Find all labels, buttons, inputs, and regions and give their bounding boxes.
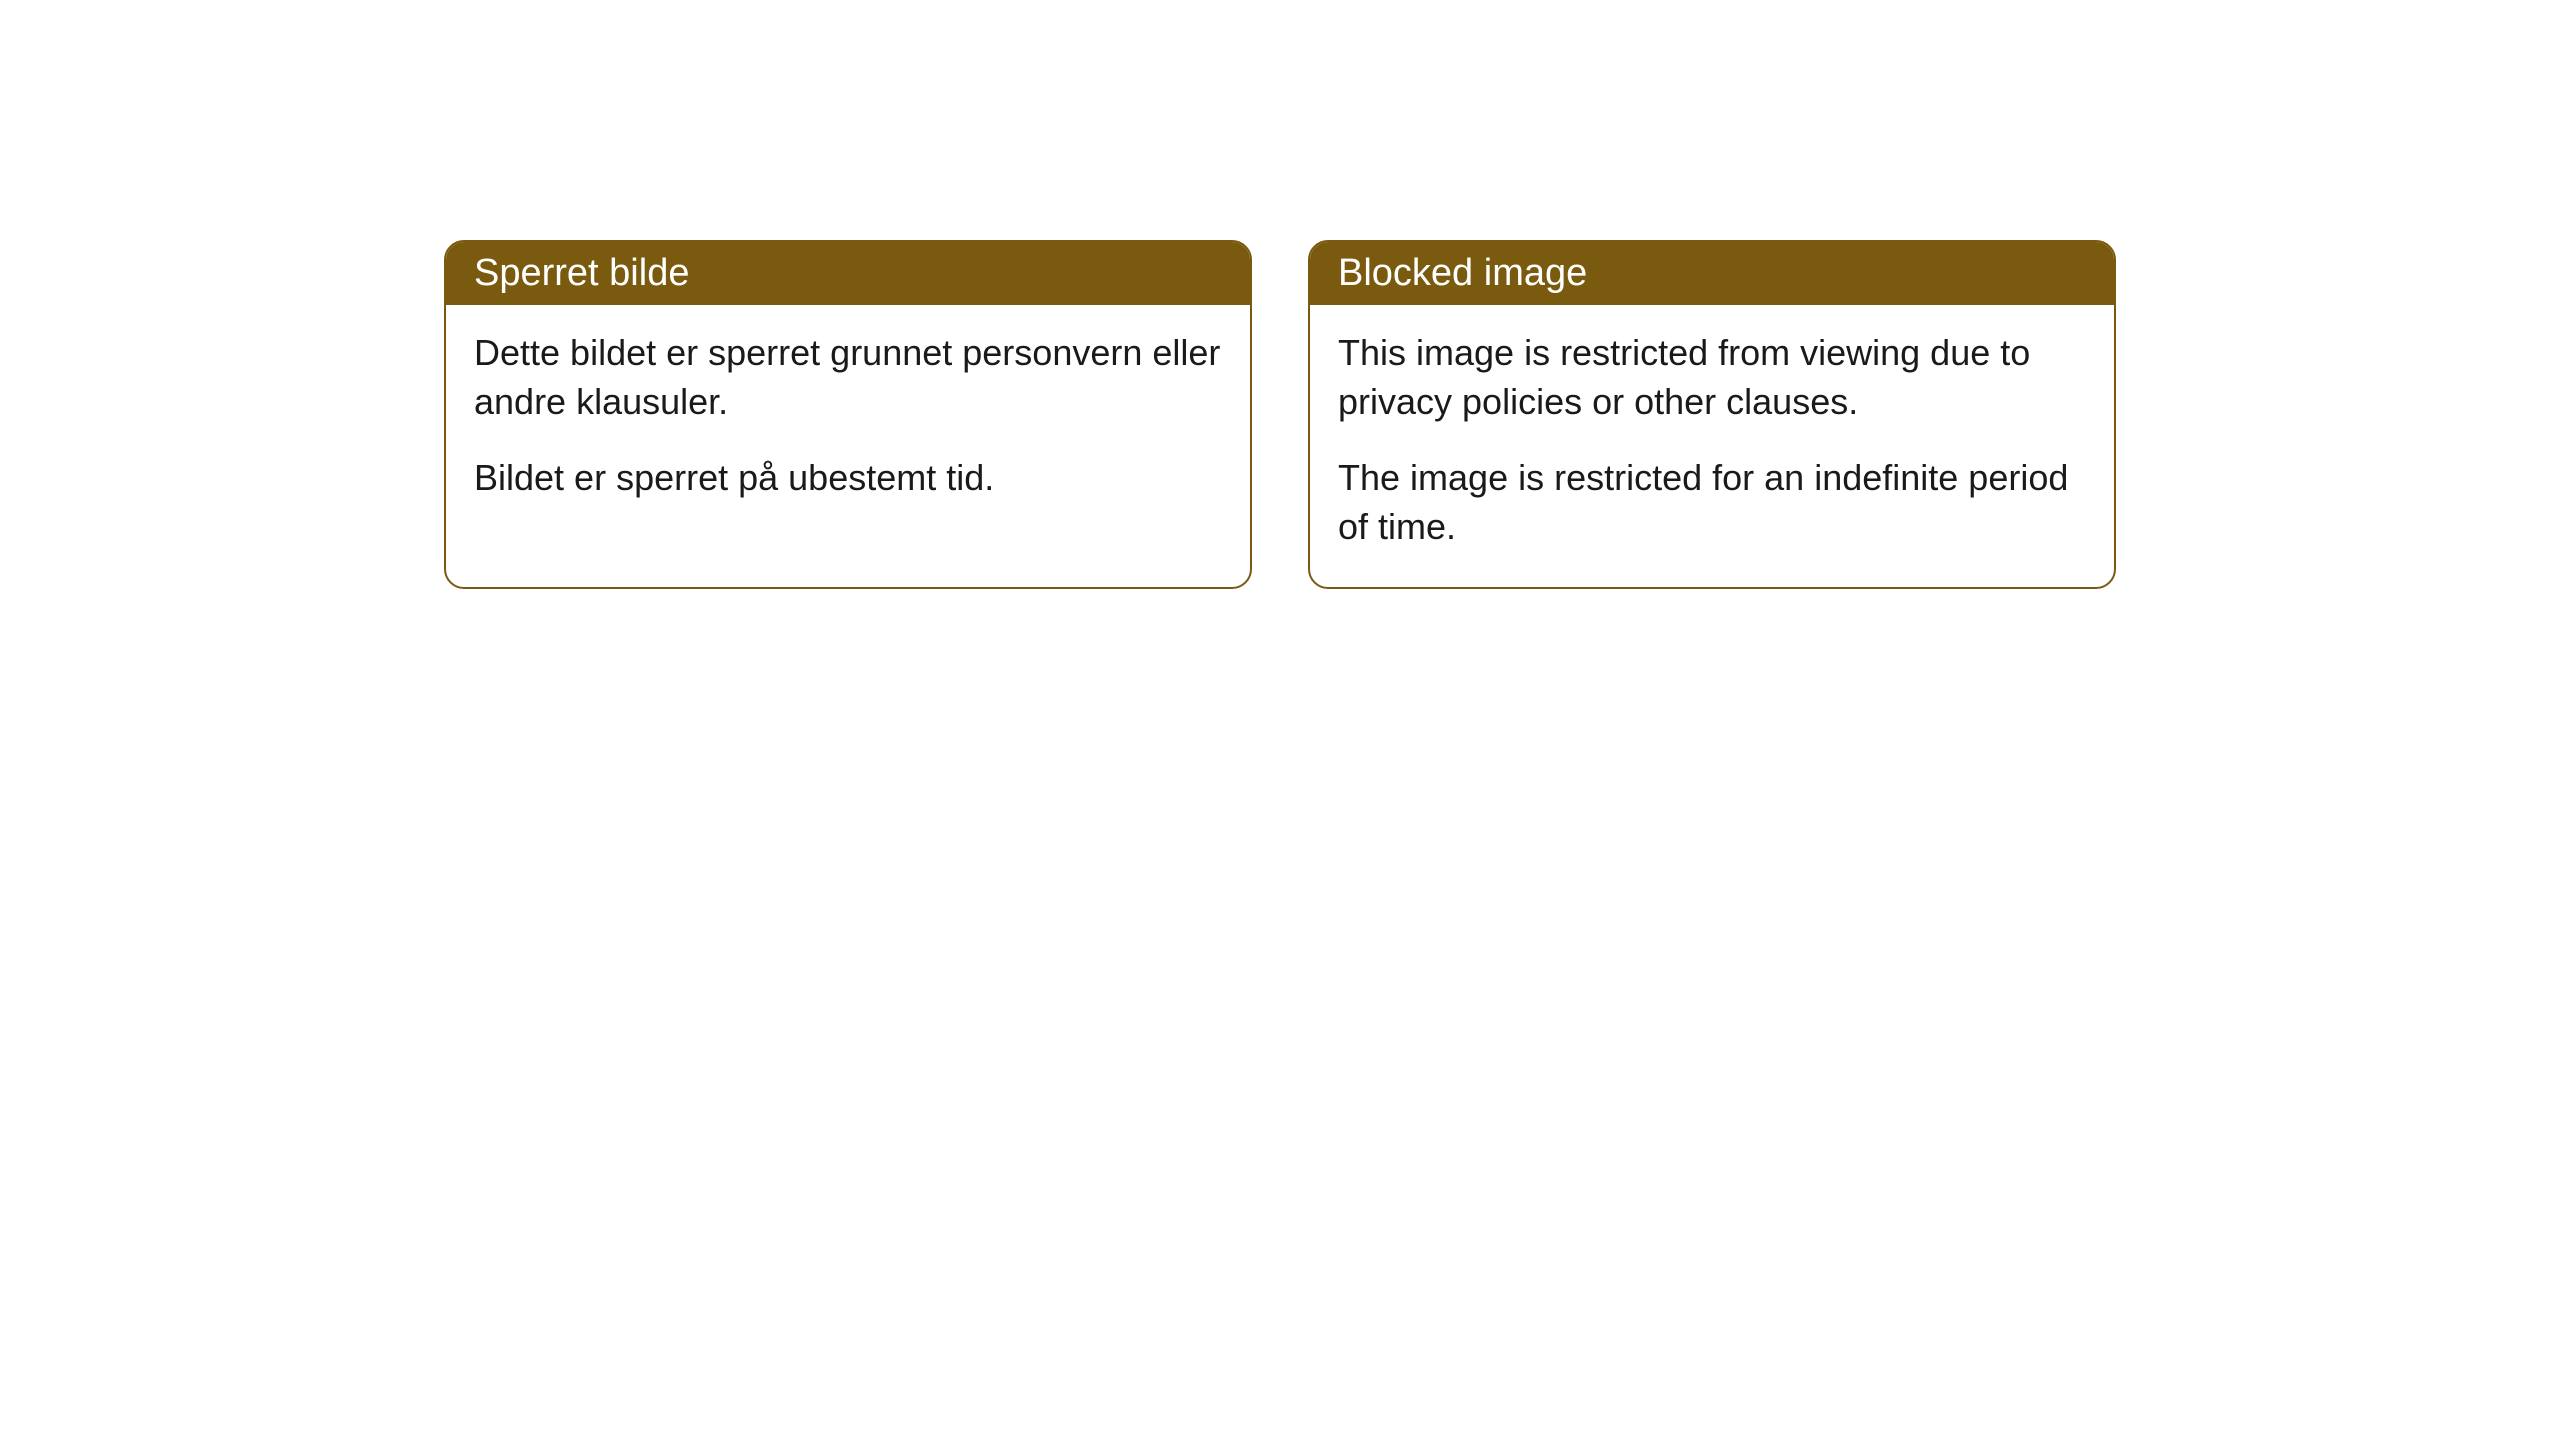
card-paragraph: Dette bildet er sperret grunnet personve… <box>474 329 1222 426</box>
card-header-norwegian: Sperret bilde <box>446 242 1250 305</box>
card-body-english: This image is restricted from viewing du… <box>1310 305 2114 587</box>
card-paragraph: Bildet er sperret på ubestemt tid. <box>474 454 1222 503</box>
notice-cards-container: Sperret bilde Dette bildet er sperret gr… <box>0 240 2560 589</box>
blocked-image-card-norwegian: Sperret bilde Dette bildet er sperret gr… <box>444 240 1252 589</box>
card-header-english: Blocked image <box>1310 242 2114 305</box>
card-paragraph: This image is restricted from viewing du… <box>1338 329 2086 426</box>
blocked-image-card-english: Blocked image This image is restricted f… <box>1308 240 2116 589</box>
card-paragraph: The image is restricted for an indefinit… <box>1338 454 2086 551</box>
card-title: Sperret bilde <box>474 252 689 294</box>
card-title: Blocked image <box>1338 252 1587 294</box>
card-body-norwegian: Dette bildet er sperret grunnet personve… <box>446 305 1250 539</box>
